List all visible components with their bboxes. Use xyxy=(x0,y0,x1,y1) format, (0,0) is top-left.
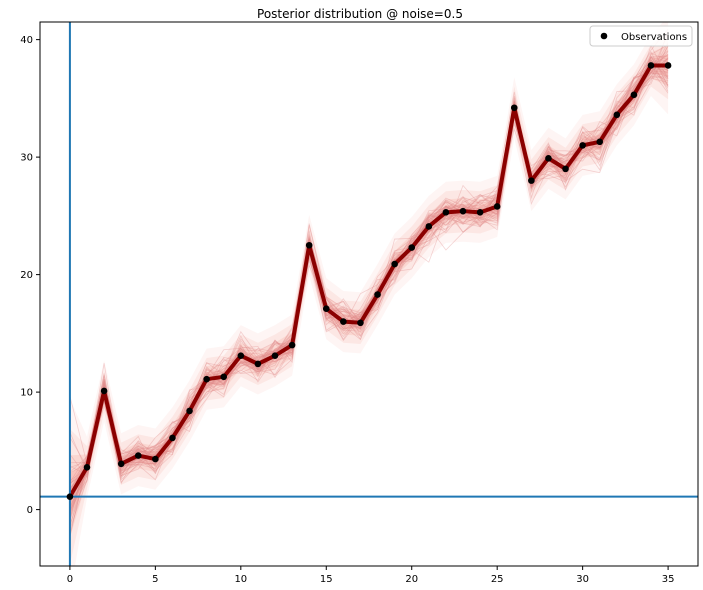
posterior-sample xyxy=(69,56,669,515)
observation-point xyxy=(459,207,467,215)
posterior-band-1 xyxy=(69,31,669,565)
y-tick-label: 10 xyxy=(20,388,33,399)
observation-point xyxy=(510,104,518,112)
observation-point xyxy=(100,387,108,395)
observation-point xyxy=(630,91,638,99)
observation-point xyxy=(134,452,142,459)
x-tick-label: 10 xyxy=(234,574,247,585)
observation-point xyxy=(322,305,330,312)
observation-point xyxy=(169,434,176,442)
observation-point xyxy=(476,209,484,216)
legend-marker-observations xyxy=(600,32,608,40)
x-tick-label: 35 xyxy=(662,574,675,585)
y-tick-label: 40 xyxy=(20,35,33,46)
posterior-band-0 xyxy=(69,22,669,566)
observation-point xyxy=(305,241,313,249)
observation-point xyxy=(579,142,586,149)
observation-point xyxy=(596,138,604,146)
observation-point xyxy=(66,493,74,500)
chart-title: Posterior distribution @ noise=0.5 xyxy=(257,7,463,21)
observation-point xyxy=(288,341,296,349)
observation-point xyxy=(186,407,193,415)
observation-point xyxy=(220,373,228,381)
x-tick-label: 5 xyxy=(152,574,158,585)
x-tick-label: 20 xyxy=(405,574,418,585)
observation-point xyxy=(528,177,535,184)
observation-point xyxy=(271,352,279,359)
x-tick-label: 0 xyxy=(67,574,73,585)
observation-point xyxy=(203,375,210,383)
axes: 0 5 10 15 20 25 30 35 0 10 20 30 40 xyxy=(20,35,674,585)
observation-point xyxy=(493,203,501,210)
observation-point xyxy=(237,352,245,359)
y-tick-label: 20 xyxy=(20,270,33,281)
observation-point xyxy=(254,360,262,368)
plot-content xyxy=(40,22,698,566)
plot-frame xyxy=(39,21,699,567)
x-tick-label: 30 xyxy=(576,574,589,585)
observation-point xyxy=(357,319,364,327)
plot-area xyxy=(40,22,698,566)
x-tick-label: 15 xyxy=(320,574,333,585)
observation-point xyxy=(664,62,672,69)
observation-point xyxy=(442,209,450,216)
observation-point xyxy=(545,154,552,162)
y-tick-label: 30 xyxy=(20,153,33,164)
legend: Observations xyxy=(589,25,693,47)
observation-point xyxy=(83,464,91,471)
legend-box xyxy=(589,25,693,47)
posterior-sample xyxy=(69,44,669,489)
observation-point xyxy=(117,460,125,468)
observation-point xyxy=(647,62,655,69)
observation-point xyxy=(152,455,159,463)
observation-point xyxy=(408,244,416,251)
observation-point xyxy=(425,223,433,230)
y-tick-label: 0 xyxy=(27,505,33,516)
observation-point xyxy=(613,111,621,119)
x-tick-label: 25 xyxy=(491,574,504,585)
observation-point xyxy=(340,318,347,325)
observation-point xyxy=(562,165,569,173)
posterior-mean-line xyxy=(68,63,669,498)
observation-point xyxy=(391,260,398,268)
legend-label-observations: Observations xyxy=(621,32,687,43)
observation-point xyxy=(374,291,381,298)
posterior-sample xyxy=(69,56,669,502)
